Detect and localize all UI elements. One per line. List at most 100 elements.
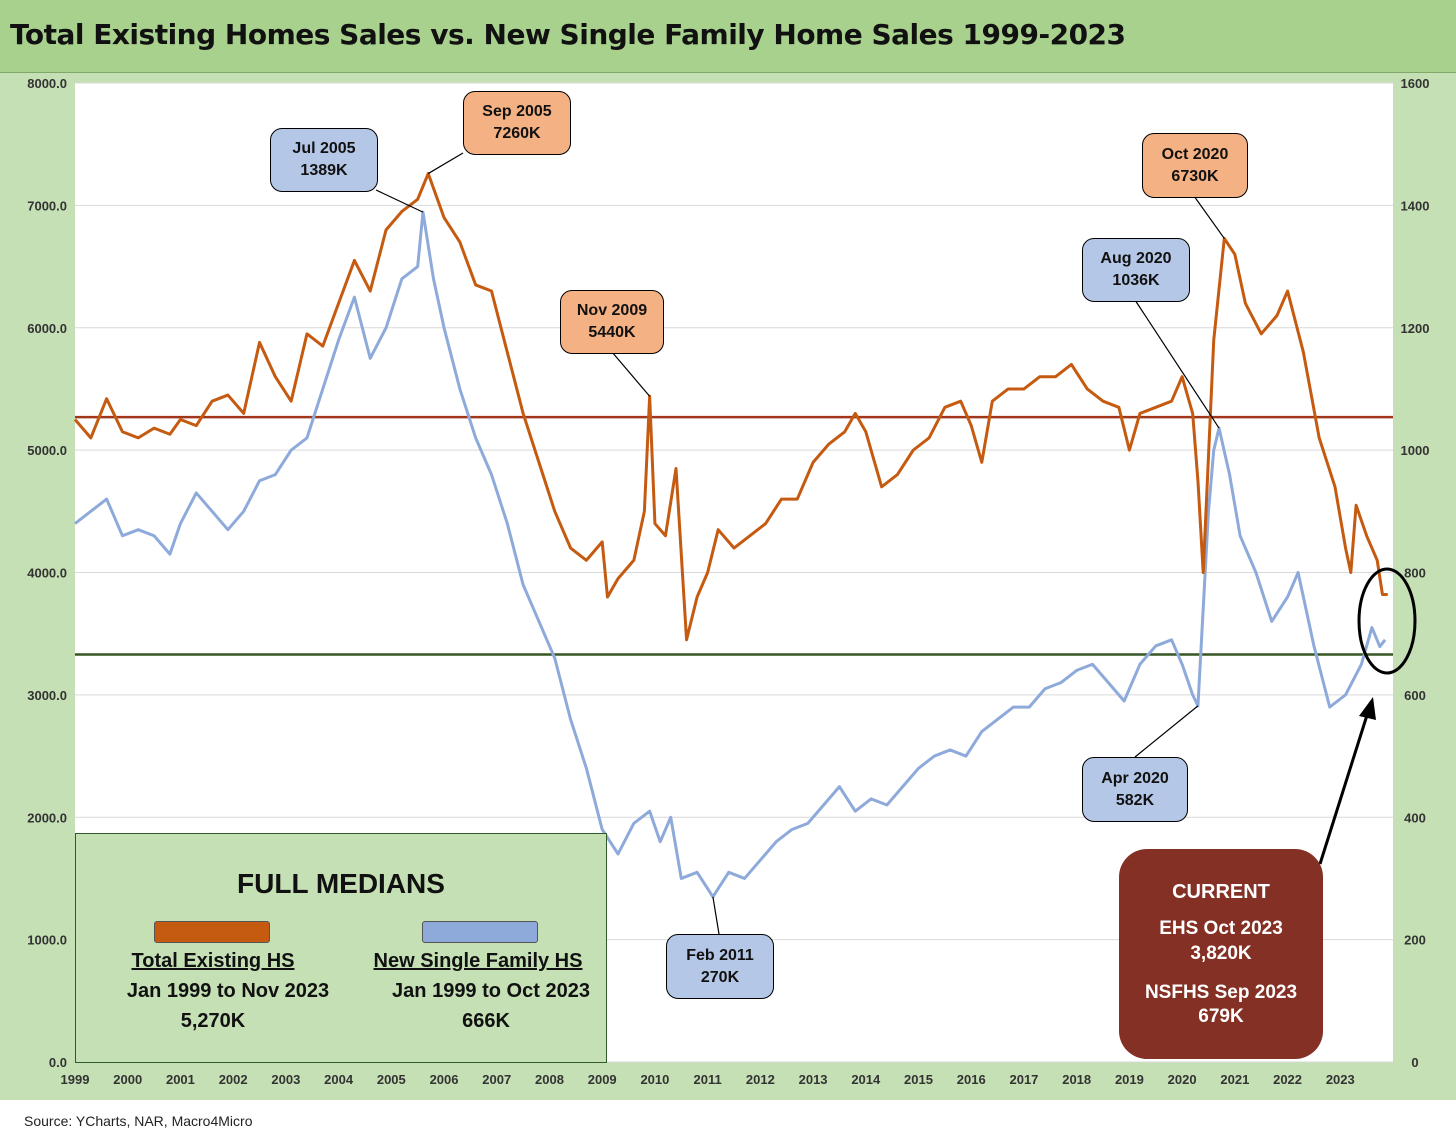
median-existing-value: 5,270K <box>180 1010 246 1032</box>
callout-value: 582K <box>1115 791 1155 809</box>
series-line-new-single-family <box>74 210 1387 899</box>
y-left-tick-label: 7000.0 <box>27 198 67 213</box>
callout-date: Nov 2009 <box>576 302 648 319</box>
x-tick-label: 1999 <box>61 1072 90 1087</box>
x-tick-label: 2020 <box>1168 1072 1197 1087</box>
y-left-tick-label: 2000.0 <box>27 810 67 825</box>
callout-leader-line <box>1134 299 1220 429</box>
x-tick-label: 2013 <box>799 1072 828 1087</box>
full-medians-box: FULL MEDIANS Total Existing HS New Singl… <box>75 833 607 1063</box>
x-tick-label: 2019 <box>1115 1072 1144 1087</box>
callout-value: 6730K <box>1171 167 1219 185</box>
y-left-tick-label: 1000.0 <box>27 933 67 948</box>
medians-title: FULL MEDIANS <box>237 868 445 899</box>
x-tick-label: 2008 <box>535 1072 564 1087</box>
x-tick-label: 2016 <box>957 1072 986 1087</box>
current-title: CURRENT <box>1172 881 1270 903</box>
callout-date: Sep 2005 <box>482 103 552 120</box>
callout-jul2005: Jul 2005 1389K <box>270 128 378 192</box>
y-left-tick-label: 8000.0 <box>27 76 67 91</box>
callout-leader-line <box>375 189 424 213</box>
callout-value: 5440K <box>588 324 636 341</box>
legend-swatch-new <box>422 921 538 943</box>
x-tick-label: 2000 <box>113 1072 142 1087</box>
callout-date: Oct 2020 <box>1161 145 1229 163</box>
y-left-tick-label: 6000.0 <box>27 321 67 336</box>
current-arrow <box>1318 711 1370 865</box>
callout-leader-line <box>427 152 464 175</box>
callout-oct2020: Oct 2020 6730K <box>1142 133 1248 198</box>
source-note: Source: YCharts, NAR, Macro4Micro <box>24 1113 253 1129</box>
chart-title: Total Existing Homes Sales vs. New Singl… <box>10 18 1126 51</box>
callout-leader-line <box>611 351 651 397</box>
x-tick-label: 2010 <box>640 1072 669 1087</box>
current-nsfhs-label: NSFHS Sep 2023 <box>1144 982 1298 1003</box>
y-left-tick-label: 5000.0 <box>27 443 67 458</box>
callout-value: 1036K <box>1112 272 1160 289</box>
x-axis: 1999 2000 2001 2002 2003 2004 2005 2006 2007 2008… <box>61 1072 1355 1087</box>
x-tick-label: 2004 <box>324 1072 354 1087</box>
current-arrowhead <box>1359 697 1376 720</box>
current-ehs-value: 3,820K <box>1190 943 1252 964</box>
current-nsfhs-value: 679K <box>1198 1006 1244 1027</box>
callout-value: 1389K <box>300 162 348 179</box>
callout-leader-line <box>712 896 720 935</box>
median-new-period: Jan 1999 to Oct 2023 <box>392 980 590 1002</box>
y-right-tick-label: 400 <box>1404 810 1426 825</box>
series-line-existing <box>73 172 1388 642</box>
y-axis-left: 0.0 1000.0 2000.0 3000.0 4000.0 5000.0 6000.0 7… <box>27 76 67 1070</box>
y-left-tick-label: 4000.0 <box>27 566 67 581</box>
series-lines <box>73 172 1388 899</box>
x-tick-label: 2003 <box>271 1072 300 1087</box>
callout-leader-line <box>1134 705 1199 758</box>
current-ehs-label: EHS Oct 2023 <box>1159 918 1283 939</box>
x-tick-label: 2009 <box>588 1072 617 1087</box>
callout-nov2009: Nov 2009 5440K <box>560 290 664 354</box>
callout-date: Jul 2005 <box>292 140 356 157</box>
y-axis-right: 0 200 400 600 800 1000 1200 1400 1600 <box>1401 76 1430 1070</box>
x-tick-label: 2023 <box>1326 1072 1355 1087</box>
y-right-tick-label: 800 <box>1404 566 1426 581</box>
y-left-tick-label: 0.0 <box>49 1055 67 1070</box>
callout-date: Apr 2020 <box>1101 769 1169 787</box>
median-new-label: New Single Family HS <box>373 950 583 972</box>
y-left-tick-label: 3000.0 <box>27 688 67 703</box>
y-right-tick-label: 0 <box>1411 1055 1418 1070</box>
x-tick-label: 2012 <box>746 1072 775 1087</box>
x-tick-label: 2017 <box>1009 1072 1038 1087</box>
callout-aug2020: Aug 2020 1036K <box>1082 238 1190 302</box>
callout-leaders <box>375 152 1225 935</box>
callout-leader-line <box>1193 195 1225 239</box>
x-tick-label: 2005 <box>377 1072 406 1087</box>
y-right-tick-label: 600 <box>1404 688 1426 703</box>
current-box: CURRENT EHS Oct 2023 3,820K NSFHS Sep 20… <box>1119 849 1323 1059</box>
callout-feb2011: Feb 2011 270K <box>666 934 774 999</box>
y-right-tick-label: 1400 <box>1401 198 1430 213</box>
legend-swatch-existing <box>154 921 270 943</box>
x-tick-label: 2014 <box>851 1072 881 1087</box>
x-tick-label: 2018 <box>1062 1072 1091 1087</box>
callout-sep2005: Sep 2005 7260K <box>463 91 571 155</box>
x-tick-label: 2021 <box>1220 1072 1249 1087</box>
median-new-value: 666K <box>462 1010 510 1032</box>
current-highlight-circle <box>1357 567 1417 675</box>
median-existing-label: Total Existing HS <box>131 950 295 972</box>
callout-apr2020: Apr 2020 582K <box>1082 757 1188 822</box>
callout-value: 270K <box>700 968 740 986</box>
median-existing-period: Jan 1999 to Nov 2023 <box>126 980 330 1002</box>
y-right-tick-label: 200 <box>1404 933 1426 948</box>
y-right-tick-label: 1600 <box>1401 76 1430 91</box>
callout-date: Feb 2011 <box>686 946 754 964</box>
x-tick-label: 2006 <box>430 1072 459 1087</box>
x-tick-label: 2007 <box>482 1072 511 1087</box>
y-right-tick-label: 1200 <box>1401 321 1430 336</box>
y-right-tick-label: 1000 <box>1401 443 1430 458</box>
callout-value: 7260K <box>493 125 541 142</box>
title-bar: Total Existing Homes Sales vs. New Singl… <box>0 0 1456 73</box>
callout-date: Aug 2020 <box>1100 250 1172 267</box>
x-tick-label: 2015 <box>904 1072 933 1087</box>
x-tick-label: 2011 <box>694 1072 722 1087</box>
median-lines <box>75 415 1393 656</box>
x-tick-label: 2002 <box>219 1072 248 1087</box>
x-tick-label: 2022 <box>1273 1072 1302 1087</box>
